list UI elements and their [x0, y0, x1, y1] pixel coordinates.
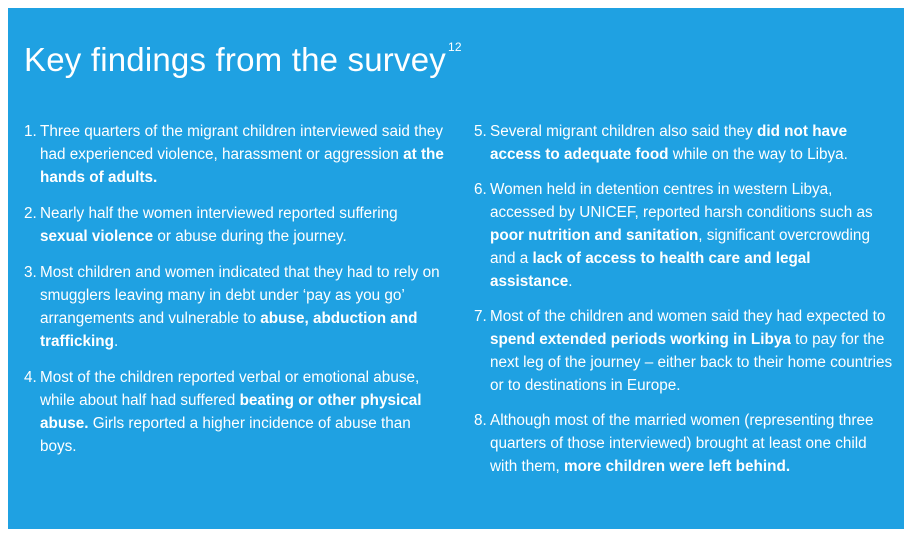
finding-text-emphasis: poor nutrition and sanitation: [490, 227, 699, 244]
key-findings-panel: Key findings from the survey 12 1. Three …: [8, 8, 904, 529]
finding-text-part: to pay for the next leg of the journey –…: [490, 331, 893, 394]
finding-text-emphasis: lack of access to health care and legal …: [490, 250, 811, 290]
finding-number: 6.: [474, 181, 487, 198]
finding-text-emphasis: more children were left behind.: [563, 458, 791, 475]
finding-text-emphasis: abuse, abduction and trafficking: [40, 310, 418, 350]
finding-text-part: Most of the children and women said they…: [490, 308, 886, 325]
title-text: Key findings from the survey: [24, 41, 446, 78]
finding-item: 6. Women held in detention centres in we…: [474, 178, 894, 293]
finding-text-part: .: [568, 273, 573, 290]
finding-text: Although most of the married women (repr…: [490, 409, 894, 478]
finding-text-emphasis: did not have access to adequate food: [490, 123, 848, 163]
finding-number: 4.: [24, 369, 37, 386]
findings-column-left: 1. Three quarters of the migrant childre…: [24, 120, 444, 470]
finding-text-part: or abuse during the journey.: [153, 228, 347, 245]
finding-text-part: while on the way to Libya.: [668, 146, 848, 163]
finding-number: 5.: [474, 123, 487, 140]
finding-text-part: Women held in detention centres in weste…: [490, 181, 873, 221]
finding-item: 2. Nearly half the women interviewed rep…: [24, 202, 444, 248]
finding-text-emphasis: at the hands of adults.: [40, 146, 444, 186]
finding-text-part: Most children and women indicated that t…: [40, 264, 440, 327]
page-title: Key findings from the survey 12: [24, 40, 462, 79]
finding-text-part: Although most of the married women (repr…: [490, 412, 874, 475]
finding-text-part: , significant overcrowding and a: [490, 227, 870, 267]
findings-column-right: 5. Several migrant children also said th…: [474, 120, 894, 490]
finding-text-emphasis: sexual violence: [40, 228, 154, 245]
finding-text: Most of the children and women said they…: [490, 305, 894, 397]
finding-text-part: .: [113, 333, 119, 350]
finding-number: 8.: [474, 412, 487, 429]
finding-text: Several migrant children also said they …: [490, 120, 894, 166]
finding-number: 2.: [24, 205, 37, 222]
finding-text: Women held in detention centres in weste…: [490, 178, 894, 293]
finding-number: 7.: [474, 308, 487, 325]
finding-text: Most of the children reported verbal or …: [40, 366, 444, 458]
finding-number: 3.: [24, 264, 37, 281]
finding-item: 8. Although most of the married women (r…: [474, 409, 894, 478]
finding-text-part: Girls reported a higher incidence of abu…: [40, 415, 411, 455]
finding-item: 3. Most children and women indicated tha…: [24, 261, 444, 353]
finding-text-part: Several migrant children also said they: [490, 123, 757, 140]
finding-item: 7. Most of the children and women said t…: [474, 305, 894, 397]
footnote-marker: 12: [447, 40, 462, 54]
finding-text-emphasis: spend extended periods working in Libya: [490, 331, 791, 348]
finding-text-emphasis: beating or other physical abuse.: [40, 392, 422, 432]
finding-item: 4. Most of the children reported verbal …: [24, 366, 444, 458]
finding-text: Most children and women indicated that t…: [40, 261, 444, 353]
finding-text: Nearly half the women interviewed report…: [40, 202, 444, 248]
finding-item: 5. Several migrant children also said th…: [474, 120, 894, 166]
finding-number: 1.: [24, 123, 37, 140]
finding-text: Three quarters of the migrant children i…: [40, 120, 444, 189]
finding-text-part: Three quarters of the migrant children i…: [40, 123, 444, 163]
finding-text-part: Most of the children reported verbal or …: [40, 369, 420, 409]
finding-item: 1. Three quarters of the migrant childre…: [24, 120, 444, 189]
finding-text-part: Nearly half the women interviewed report…: [40, 205, 398, 222]
